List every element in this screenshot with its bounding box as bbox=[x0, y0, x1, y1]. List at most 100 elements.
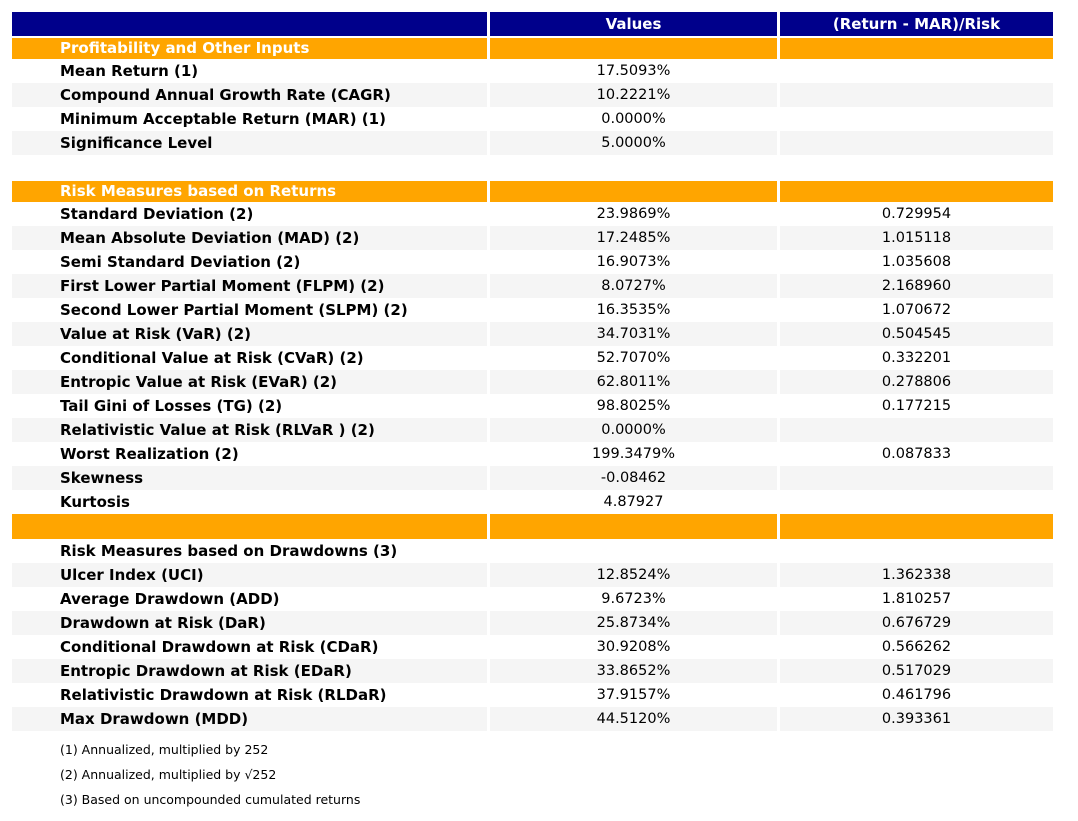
table-row: First Lower Partial Moment (FLPM) (2) 8.0… bbox=[12, 274, 1053, 298]
footnote-1: (1) Annualized, multiplied by 252 bbox=[60, 742, 269, 757]
table-row: Max Drawdown (MDD) 44.5120% 0.393361 bbox=[12, 707, 1053, 731]
section-title: Profitability and Other Inputs bbox=[12, 38, 487, 59]
metric-value: 4.87927 bbox=[490, 490, 777, 514]
table-row: Mean Absolute Deviation (MAD) (2) 17.2485… bbox=[12, 226, 1053, 250]
footnote-3: (3) Based on uncompounded cumulated retu… bbox=[60, 792, 361, 807]
metric-label: Tail Gini of Losses (TG) (2) bbox=[12, 394, 487, 418]
table-row: Conditional Drawdown at Risk (CDaR) 30.92… bbox=[12, 635, 1053, 659]
risk-ratio-value: 1.810257 bbox=[780, 587, 1053, 611]
table-row: Average Drawdown (ADD) 9.6723% 1.810257 bbox=[12, 587, 1053, 611]
section-header-row bbox=[12, 514, 1053, 539]
metric-value: 9.6723% bbox=[490, 587, 777, 611]
metric-label: Conditional Drawdown at Risk (CDaR) bbox=[12, 635, 487, 659]
section-empty-cell bbox=[490, 181, 777, 202]
table-row: Drawdown at Risk (DaR) 25.8734% 0.676729 bbox=[12, 611, 1053, 635]
metric-value: 8.0727% bbox=[490, 274, 777, 298]
metric-label: Max Drawdown (MDD) bbox=[12, 707, 487, 731]
section-empty-cell bbox=[490, 514, 777, 539]
metric-value: 16.9073% bbox=[490, 250, 777, 274]
metric-label: Value at Risk (VaR) (2) bbox=[12, 322, 487, 346]
risk-ratio-value: 0.177215 bbox=[780, 394, 1053, 418]
table-row: Conditional Value at Risk (CVaR) (2) 52.7… bbox=[12, 346, 1053, 370]
metric-value: 12.8524% bbox=[490, 563, 777, 587]
risk-ratio-value bbox=[780, 131, 1053, 155]
metric-label: Significance Level bbox=[12, 131, 487, 155]
risk-ratio-value: 1.035608 bbox=[780, 250, 1053, 274]
metric-label: Mean Absolute Deviation (MAD) (2) bbox=[12, 226, 487, 250]
table-row: Significance Level 5.0000% bbox=[12, 131, 1053, 155]
table-row: Relativistic Drawdown at Risk (RLDaR) 37.… bbox=[12, 683, 1053, 707]
risk-ratio-value: 0.461796 bbox=[780, 683, 1053, 707]
table-row: Relativistic Value at Risk (RLVaR ) (2) 0… bbox=[12, 418, 1053, 442]
metric-label: Worst Realization (2) bbox=[12, 442, 487, 466]
risk-ratio-value: 1.362338 bbox=[780, 563, 1053, 587]
spacer-row bbox=[12, 155, 1053, 181]
metric-value: 30.9208% bbox=[490, 635, 777, 659]
risk-ratio-value bbox=[780, 107, 1053, 131]
table-row: Entropic Drawdown at Risk (EDaR) 33.8652%… bbox=[12, 659, 1053, 683]
section-empty-cell bbox=[490, 38, 777, 59]
risk-ratio-value bbox=[780, 418, 1053, 442]
table-row: Worst Realization (2) 199.3479% 0.087833 bbox=[12, 442, 1053, 466]
subsection-title-row: Risk Measures based on Drawdowns (3) bbox=[12, 539, 1053, 563]
risk-ratio-value: 0.393361 bbox=[780, 707, 1053, 731]
metric-label: Entropic Drawdown at Risk (EDaR) bbox=[12, 659, 487, 683]
metric-value: -0.08462 bbox=[490, 466, 777, 490]
table-row: Standard Deviation (2) 23.9869% 0.729954 bbox=[12, 202, 1053, 226]
section-empty-cell bbox=[780, 38, 1053, 59]
risk-ratio-value: 0.332201 bbox=[780, 346, 1053, 370]
metric-label: Conditional Value at Risk (CVaR) (2) bbox=[12, 346, 487, 370]
table-row: Minimum Acceptable Return (MAR) (1) 0.000… bbox=[12, 107, 1053, 131]
metric-label: Average Drawdown (ADD) bbox=[12, 587, 487, 611]
metric-value: 23.9869% bbox=[490, 202, 777, 226]
risk-ratio-value: 2.168960 bbox=[780, 274, 1053, 298]
metric-label: Compound Annual Growth Rate (CAGR) bbox=[12, 83, 487, 107]
metric-value: 0.0000% bbox=[490, 418, 777, 442]
risk-ratio-value bbox=[780, 83, 1053, 107]
table-body: Profitability and Other Inputs Mean Retur… bbox=[12, 38, 1053, 731]
metric-value: 17.2485% bbox=[490, 226, 777, 250]
header-cell-metric bbox=[12, 12, 487, 36]
metric-label: Entropic Value at Risk (EVaR) (2) bbox=[12, 370, 487, 394]
metric-value: 98.8025% bbox=[490, 394, 777, 418]
footnotes: (1) Annualized, multiplied by 252 (2) An… bbox=[12, 737, 1053, 812]
risk-ratio-value: 0.278806 bbox=[780, 370, 1053, 394]
metric-value: 52.7070% bbox=[490, 346, 777, 370]
metric-value: 5.0000% bbox=[490, 131, 777, 155]
metric-label: Skewness bbox=[12, 466, 487, 490]
table-header-row: Values (Return - MAR)/Risk bbox=[12, 12, 1053, 36]
table-row: Compound Annual Growth Rate (CAGR) 10.222… bbox=[12, 83, 1053, 107]
risk-ratio-value: 0.087833 bbox=[780, 442, 1053, 466]
metric-label: First Lower Partial Moment (FLPM) (2) bbox=[12, 274, 487, 298]
table-row: Mean Return (1) 17.5093% bbox=[12, 59, 1053, 83]
metric-value: 10.2221% bbox=[490, 83, 777, 107]
risk-ratio-value bbox=[780, 539, 1053, 563]
metric-label: Risk Measures based on Drawdowns (3) bbox=[12, 539, 487, 563]
section-header-row: Risk Measures based on Returns bbox=[12, 181, 1053, 202]
table-row: Ulcer Index (UCI) 12.8524% 1.362338 bbox=[12, 563, 1053, 587]
risk-ratio-value: 0.566262 bbox=[780, 635, 1053, 659]
metric-label: Standard Deviation (2) bbox=[12, 202, 487, 226]
metric-label: Semi Standard Deviation (2) bbox=[12, 250, 487, 274]
metric-value: 33.8652% bbox=[490, 659, 777, 683]
metric-value: 44.5120% bbox=[490, 707, 777, 731]
metric-label: Minimum Acceptable Return (MAR) (1) bbox=[12, 107, 487, 131]
table-row: Second Lower Partial Moment (SLPM) (2) 16… bbox=[12, 298, 1053, 322]
metric-label: Relativistic Drawdown at Risk (RLDaR) bbox=[12, 683, 487, 707]
metric-label: Relativistic Value at Risk (RLVaR ) (2) bbox=[12, 418, 487, 442]
metric-label: Mean Return (1) bbox=[12, 59, 487, 83]
risk-ratio-value: 1.070672 bbox=[780, 298, 1053, 322]
metric-value: 0.0000% bbox=[490, 107, 777, 131]
risk-ratio-value: 0.676729 bbox=[780, 611, 1053, 635]
risk-ratio-value bbox=[780, 59, 1053, 83]
table-row: Tail Gini of Losses (TG) (2) 98.8025% 0.17… bbox=[12, 394, 1053, 418]
section-empty-cell bbox=[780, 181, 1053, 202]
metric-label: Kurtosis bbox=[12, 490, 487, 514]
header-cell-values: Values bbox=[490, 12, 777, 36]
table-row: Kurtosis 4.87927 bbox=[12, 490, 1053, 514]
risk-ratio-value bbox=[780, 490, 1053, 514]
metric-value: 25.8734% bbox=[490, 611, 777, 635]
table-row: Skewness -0.08462 bbox=[12, 466, 1053, 490]
table-row: Entropic Value at Risk (EVaR) (2) 62.8011… bbox=[12, 370, 1053, 394]
section-empty-cell bbox=[780, 514, 1053, 539]
